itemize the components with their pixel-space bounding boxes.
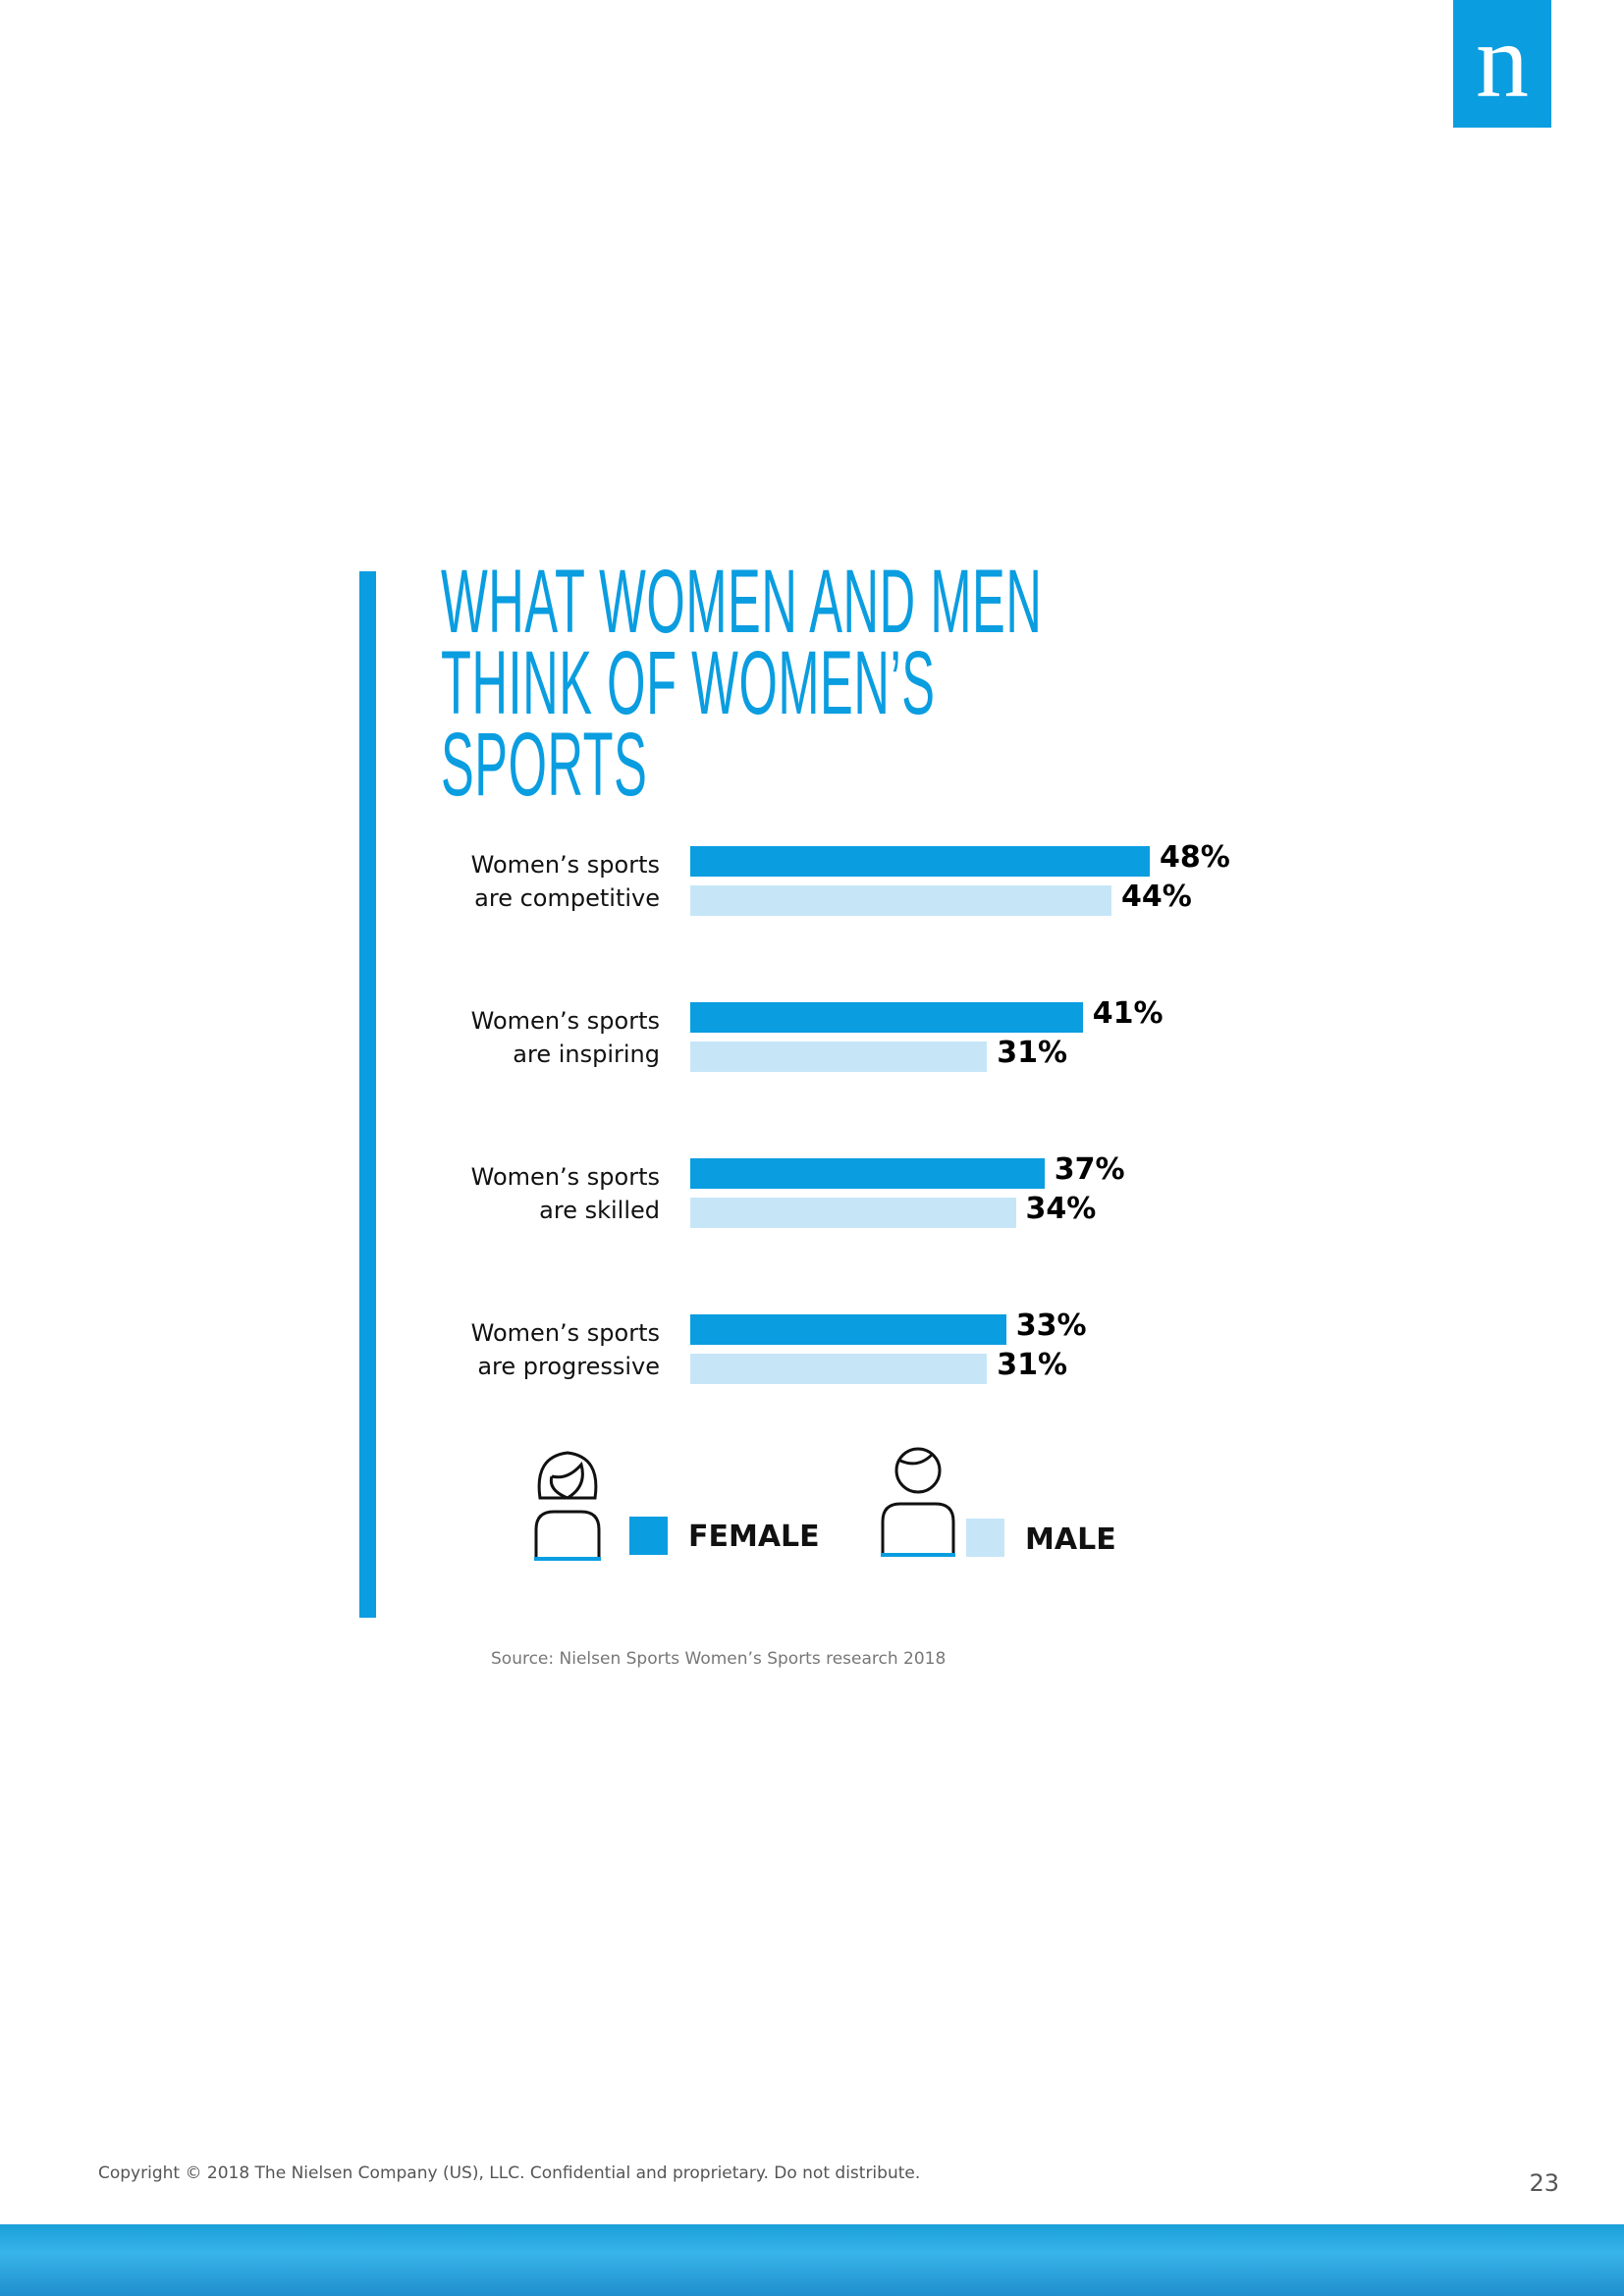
legend-swatch xyxy=(629,1517,668,1555)
source: Source: Nielsen Sports Women’s Sports re… xyxy=(491,1649,947,1669)
legend-label: FEMALE xyxy=(688,1520,820,1554)
value-label: 33% xyxy=(1015,1308,1087,1343)
logo: n xyxy=(1476,3,1529,120)
accent-bar xyxy=(359,571,376,1618)
value-label: 31% xyxy=(997,1348,1068,1382)
legend-label: MALE xyxy=(1025,1522,1116,1557)
copyright: Copyright © 2018 The Nielsen Company (US… xyxy=(98,2163,921,2183)
logo-box xyxy=(1453,0,1551,128)
bar xyxy=(690,1002,1083,1033)
male-icon xyxy=(881,1447,955,1557)
bar xyxy=(690,885,1111,916)
bar xyxy=(690,1198,1016,1228)
value-label: 37% xyxy=(1054,1152,1125,1187)
category-label: Women’s sports are competitive xyxy=(470,850,660,912)
bar xyxy=(690,1158,1045,1189)
chart: Women’s sports are competitive 48% 44% Wome… xyxy=(470,840,1230,1557)
page-number: 23 xyxy=(1529,2169,1559,2197)
legend-swatch xyxy=(966,1519,1004,1557)
value-label: 41% xyxy=(1092,996,1164,1031)
category-label: Women’s sports are skilled xyxy=(470,1162,660,1224)
value-label: 44% xyxy=(1121,880,1192,914)
category-label: Women’s sports are inspiring xyxy=(470,1006,660,1068)
female-icon xyxy=(534,1451,601,1561)
chart-title: WHAT WOMEN AND MEN THINK OF WOMEN’S SPOR… xyxy=(441,552,1043,815)
bar xyxy=(690,1354,988,1384)
bar xyxy=(690,846,1150,877)
value-label: 31% xyxy=(997,1036,1068,1070)
value-label: 48% xyxy=(1160,840,1230,875)
wave-band xyxy=(0,2224,1624,2296)
value-label: 34% xyxy=(1025,1192,1097,1226)
bar xyxy=(690,1041,988,1072)
category-label: Women’s sports are progressive xyxy=(470,1318,660,1380)
bar xyxy=(690,1314,1006,1345)
